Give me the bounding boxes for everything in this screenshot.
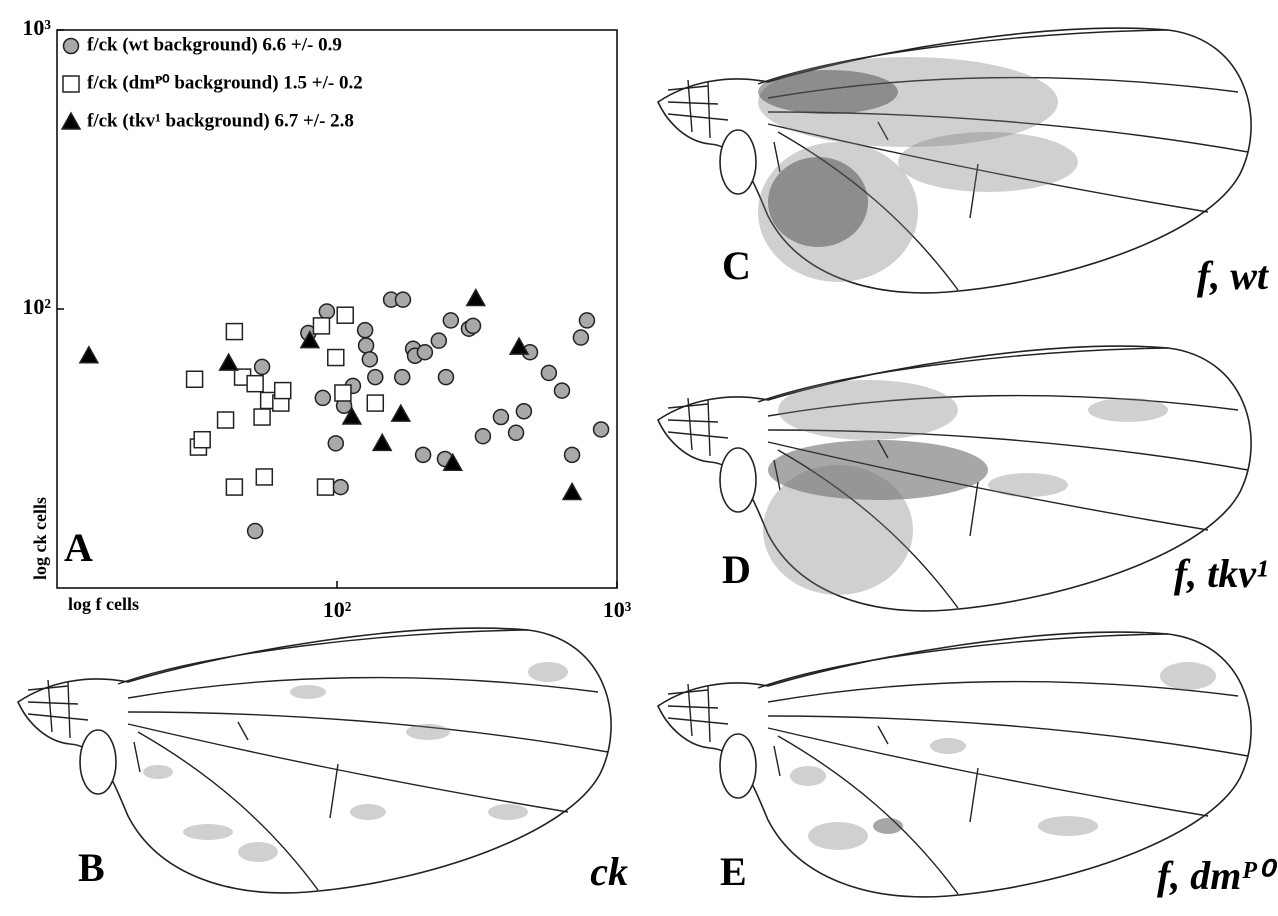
point [416,447,431,462]
point [319,304,334,319]
panel-letter: C [722,243,751,288]
point [417,345,432,360]
point [218,412,234,428]
point [475,429,490,444]
legend-label: f/ck (tkv¹ background) 6.7 +/- 2.8 [87,110,354,131]
point [80,347,98,363]
point [509,425,524,440]
point [563,483,581,499]
page: {"chart_data": {"type": "scatter", "x_la… [0,0,1278,911]
x-tick-label: 10² [323,597,352,622]
point [333,480,348,495]
point [247,376,263,392]
point [337,307,353,323]
point [516,404,531,419]
wing-label: f, tkv¹ [1174,551,1268,596]
point [565,447,580,462]
point [579,313,594,328]
point [368,370,383,385]
point [226,324,242,340]
point [373,434,391,450]
wing-label: f, wt [1197,253,1270,298]
point [392,405,410,421]
point [431,333,446,348]
point [395,370,410,385]
point [367,395,383,411]
point [328,436,343,451]
legend-marker [64,39,79,54]
point [467,290,485,306]
point [362,352,377,367]
point [328,350,344,366]
point [443,313,458,328]
point [493,410,508,425]
point [318,479,334,495]
point [248,524,263,539]
point [541,365,556,380]
y-tick-label: 10² [22,294,51,319]
point [466,318,481,333]
point [358,323,373,338]
panel-letter: A [64,525,93,570]
panel-letter: B [78,845,105,890]
legend-marker [62,113,80,129]
figure: C f, wt D f, tkv¹ B ck E f, dmᴾ⁰ [0,0,1278,911]
legend-label: f/ck (wt background) 6.6 +/- 0.9 [87,34,342,55]
y-tick-label: 10³ [22,15,51,40]
point [395,292,410,307]
point [335,385,351,401]
point [315,390,330,405]
x-axis-label: log f cells [68,594,139,614]
point [438,370,453,385]
point [275,383,291,399]
wing-label: f, dmᴾ⁰ [1157,853,1278,898]
point [254,409,270,425]
point [255,359,270,374]
point [554,383,569,398]
point [220,354,238,370]
legend-label: f/ck (dmᴾ⁰ background) 1.5 +/- 0.2 [87,72,363,93]
legend-marker [63,76,79,92]
point [194,432,210,448]
y-axis-label: log ck cells [30,497,50,580]
point [256,469,272,485]
point [226,479,242,495]
point [313,318,329,334]
point [573,330,588,345]
x-tick-label: 10³ [603,597,632,622]
wing-label: ck [590,849,628,894]
panel-letter: D [722,547,751,592]
panel-letter: E [720,849,747,894]
point [594,422,609,437]
point [359,338,374,353]
point [187,371,203,387]
wing-panel-b [18,628,611,893]
scatter-chart: A log f cells log ck cells 10² 10³ 10² 10³ f… [22,15,631,622]
